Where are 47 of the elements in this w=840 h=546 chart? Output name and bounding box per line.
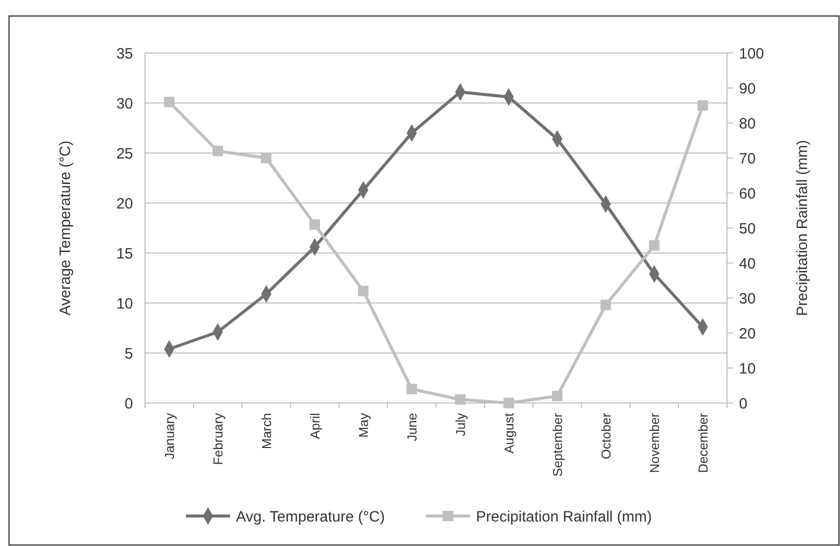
- x-tick-label: October: [598, 412, 614, 460]
- y-tick-label: 25: [116, 145, 133, 162]
- x-tick-label: February: [210, 412, 226, 466]
- point: [600, 300, 611, 310]
- point: [552, 390, 562, 402]
- y2-tick-label: 40: [739, 255, 756, 272]
- point: [504, 398, 514, 408]
- point: [698, 100, 708, 111]
- y2-tick-label: 90: [739, 80, 756, 98]
- point: [649, 240, 660, 251]
- y2-tick-label: 100: [739, 45, 764, 62]
- y2-tick-label: 0: [739, 395, 748, 412]
- x-tick-label: December: [695, 412, 710, 473]
- x-tick-label: January: [162, 412, 177, 460]
- y-tick-label: 10: [116, 295, 133, 312]
- y-tick-label: 5: [124, 345, 133, 362]
- x-tick-label: September: [550, 412, 565, 477]
- y2-tick-label: 70: [739, 150, 756, 168]
- y2-tick-label: 60: [739, 185, 756, 202]
- y2-tick-label: 80: [739, 115, 756, 132]
- y2-tick-label: 20: [739, 325, 756, 342]
- point: [261, 152, 272, 164]
- y2-tick-label: 10: [739, 360, 756, 378]
- y-tick-label: 20: [116, 195, 133, 212]
- y-tick-label: 35: [116, 45, 133, 62]
- point: [164, 96, 174, 108]
- point: [358, 286, 368, 296]
- y2-tick-label: 50: [739, 220, 756, 238]
- x-tick-label: November: [646, 412, 662, 473]
- x-tick-label: March: [258, 413, 274, 450]
- y-tick-label: 0: [124, 395, 133, 412]
- y-tick-label: 30: [116, 95, 133, 112]
- legend-label: Avg. Temperature (°C): [236, 508, 385, 526]
- y-tick-label: 15: [116, 245, 133, 262]
- x-tick-label: April: [307, 412, 322, 440]
- y-axis-title: Average Temperature (°C): [57, 140, 74, 316]
- y2-axis-title: Precipitation Rainfall (mm): [794, 140, 811, 316]
- x-tick-label: July: [452, 412, 468, 436]
- legend-label: Precipitation Rainfall (mm): [476, 508, 652, 526]
- x-tick-label: May: [356, 412, 371, 438]
- y2-tick-label: 30: [739, 290, 756, 308]
- point: [310, 219, 320, 230]
- x-tick-label: August: [501, 412, 516, 454]
- point: [455, 394, 466, 405]
- x-tick-label: June: [404, 413, 420, 442]
- point: [212, 146, 223, 156]
- point: [406, 384, 417, 394]
